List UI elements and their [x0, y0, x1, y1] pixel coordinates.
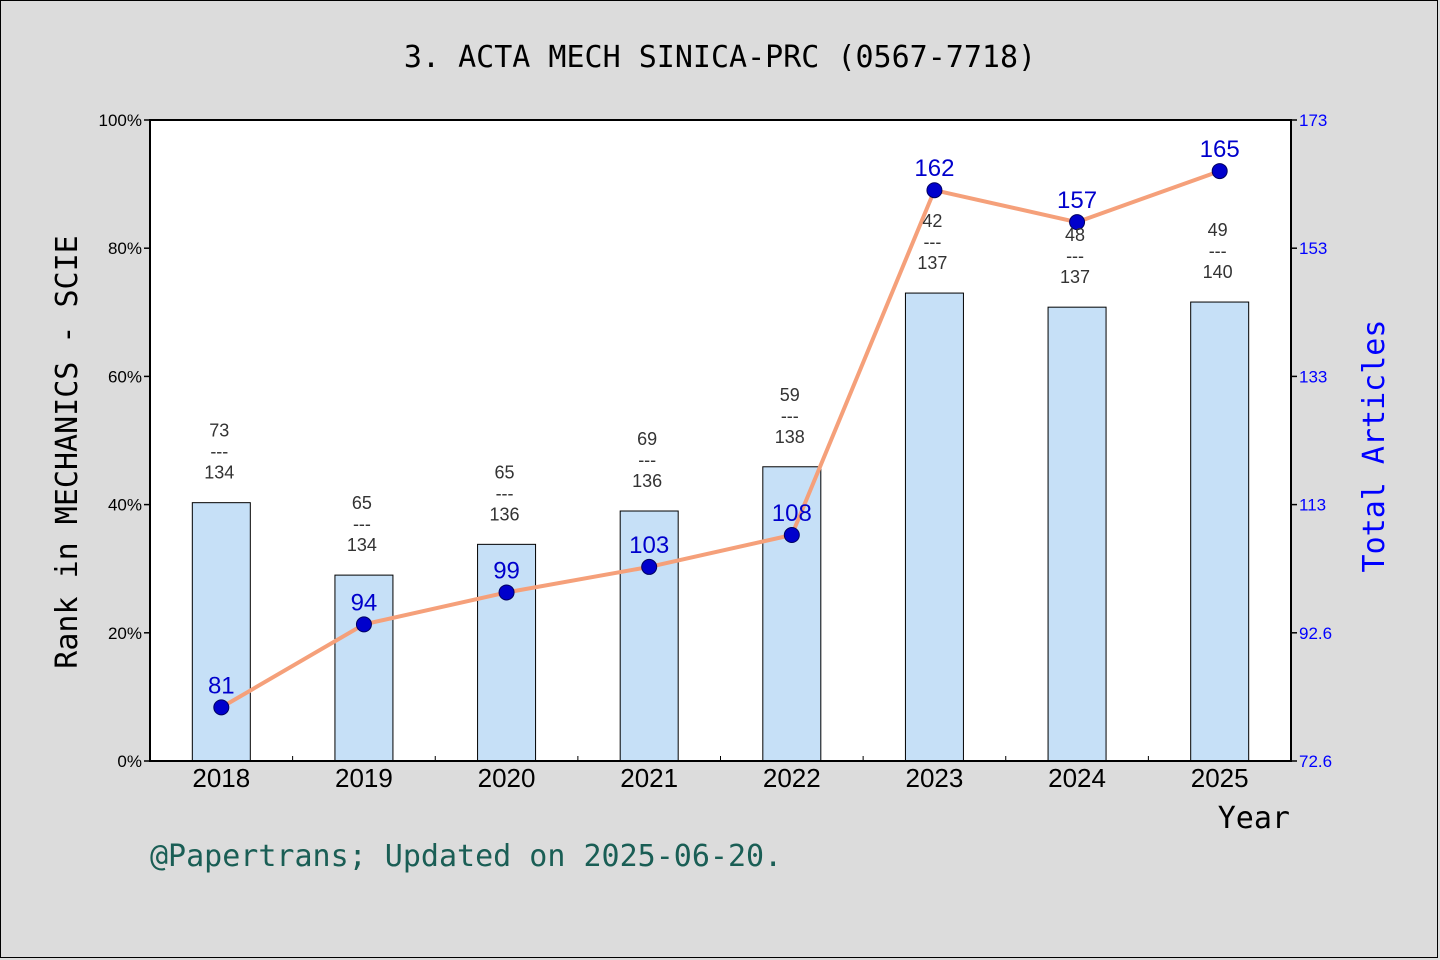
- rank-divider-2018: ---: [210, 442, 228, 462]
- rank-total-2024: 137: [1060, 267, 1090, 287]
- bar-2019: [334, 574, 394, 762]
- left-tick-label: 0%: [117, 752, 142, 771]
- series-line-segment-2018: [219, 622, 366, 710]
- rank-total-2022: 138: [775, 427, 805, 447]
- series-line-segment-2021: [647, 532, 794, 569]
- rank-total-2023: 137: [917, 253, 947, 273]
- value-label-2025: 165: [1200, 136, 1240, 163]
- x-tick-label-2023: 2023: [906, 763, 964, 793]
- rank-divider-2020: ---: [496, 483, 514, 503]
- x-tick-label-2018: 2018: [192, 763, 250, 793]
- rank-divider-2019: ---: [353, 514, 371, 534]
- rank-divider-2025: ---: [1209, 241, 1227, 261]
- rank-total-2018: 134: [204, 463, 234, 483]
- left-tick-label: 80%: [108, 239, 142, 258]
- left-tick-label: 40%: [108, 496, 142, 515]
- value-label-2018: 81: [208, 672, 235, 699]
- right-axis: 72.6 92.6 113 133 153 173: [1291, 111, 1332, 771]
- x-axis: 2018 2019 2020 2021 2022 2023 2024 2025: [192, 756, 1249, 793]
- x-tick-label-2024: 2024: [1048, 763, 1106, 793]
- point-2023: [926, 182, 943, 199]
- rank-total-2020: 136: [490, 504, 520, 524]
- x-tick-label-2025: 2025: [1191, 763, 1249, 793]
- bar-2024: [1047, 306, 1107, 762]
- x-tick-label-2019: 2019: [335, 763, 393, 793]
- rank-position-2022: 59: [780, 385, 800, 405]
- bar-2021: [619, 510, 679, 762]
- right-tick-label: 173: [1299, 111, 1327, 130]
- rank-labels-group: 73---13465---13465---13669---13659---138…: [204, 211, 1232, 555]
- point-2022: [783, 526, 800, 543]
- point-2025: [1211, 163, 1228, 180]
- rank-position-2025: 49: [1208, 220, 1228, 240]
- left-tick-label: 20%: [108, 624, 142, 643]
- point-2021: [641, 558, 658, 575]
- rank-total-2025: 140: [1203, 262, 1233, 282]
- series-line-segment-2020: [504, 564, 652, 595]
- right-tick-label: 72.6: [1299, 752, 1332, 771]
- rank-divider-2024: ---: [1066, 246, 1084, 266]
- chart-title: 3. ACTA MECH SINICA-PRC (0567-7718): [404, 40, 1036, 75]
- rank-position-2024: 48: [1065, 225, 1085, 245]
- left-tick-label: 100%: [99, 111, 142, 130]
- right-tick-label: 153: [1299, 239, 1327, 258]
- rank-position-2019: 65: [352, 493, 372, 513]
- x-tick-label-2020: 2020: [478, 763, 536, 793]
- series-line-segment-2023: [932, 188, 1080, 225]
- rank-position-2021: 69: [637, 429, 657, 449]
- plot-area: [150, 120, 1291, 761]
- value-label-2021: 103: [629, 532, 669, 559]
- footer-note: @Papertrans; Updated on 2025-06-20.: [150, 839, 782, 874]
- line-group: 81 94 99 103 108 162 157 165: [208, 136, 1240, 716]
- bar-2023: [904, 292, 964, 762]
- right-tick-label: 133: [1299, 367, 1327, 386]
- bar-2018: [191, 502, 251, 762]
- rank-divider-2023: ---: [923, 232, 941, 252]
- y-axis-label: Rank in MECHANICS - SCIE: [50, 235, 85, 668]
- bar-2025: [1190, 301, 1250, 762]
- rank-divider-2021: ---: [638, 450, 656, 470]
- x-tick-label-2021: 2021: [620, 763, 678, 793]
- value-label-2022: 108: [772, 500, 812, 527]
- series-line-segment-2019: [361, 590, 509, 627]
- left-tick-label: 60%: [108, 367, 142, 386]
- point-2019: [355, 616, 372, 633]
- series-line-segment-2022: [789, 188, 937, 537]
- point-2018: [213, 699, 230, 716]
- rank-divider-2022: ---: [781, 406, 799, 426]
- left-axis: 0% 20% 40% 60% 80% 100%: [99, 111, 150, 771]
- point-2024: [1069, 214, 1086, 231]
- x-tick-label-2022: 2022: [763, 763, 821, 793]
- rank-position-2023: 42: [922, 211, 942, 231]
- right-tick-label: 113: [1299, 496, 1326, 515]
- value-label-2019: 94: [351, 589, 378, 616]
- rank-total-2019: 134: [347, 535, 377, 555]
- value-label-2023: 162: [914, 155, 954, 182]
- point-2020: [498, 584, 515, 601]
- value-label-2024: 157: [1057, 187, 1097, 214]
- rank-position-2018: 73: [209, 421, 229, 441]
- x-axis-label: Year: [1218, 801, 1290, 836]
- value-label-2020: 99: [493, 557, 520, 584]
- rank-position-2020: 65: [495, 462, 515, 482]
- right-tick-label: 92.6: [1299, 624, 1332, 643]
- bar-2020: [477, 543, 537, 762]
- rank-total-2021: 136: [632, 471, 662, 491]
- series-line-segment-2024: [1075, 169, 1222, 225]
- y2-axis-label: Total Articles: [1357, 320, 1392, 573]
